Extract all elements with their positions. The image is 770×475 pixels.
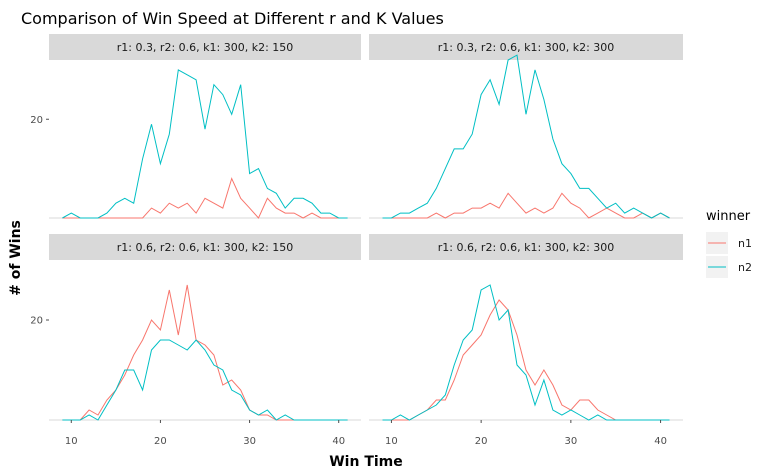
- facet-strip-label: r1: 0.6, r2: 0.6, k1: 300, k2: 150: [117, 241, 294, 254]
- facet-strip-label: r1: 0.6, r2: 0.6, k1: 300, k2: 300: [438, 241, 615, 254]
- chart-title: Comparison of Win Speed at Different r a…: [21, 9, 444, 28]
- x-tick-label: 30: [564, 436, 577, 447]
- series-line-n2: [62, 339, 348, 421]
- x-tick-label: 20: [475, 436, 488, 447]
- x-tick-label: 20: [154, 436, 167, 447]
- x-tick-label: 40: [332, 436, 345, 447]
- series-line-n1: [382, 192, 670, 219]
- facet-strip: [49, 234, 361, 260]
- x-axis-title: Win Time: [329, 454, 403, 470]
- facet-strip-label: r1: 0.3, r2: 0.6, k1: 300, k2: 150: [117, 41, 294, 54]
- legend-entry-n2: n2: [706, 256, 752, 278]
- series-line-n2: [382, 54, 670, 219]
- legend: winner n1 n2: [706, 209, 752, 278]
- series-line-n1: [62, 177, 339, 219]
- series-line-n1: [382, 299, 670, 421]
- series-line-n2: [382, 284, 670, 421]
- y-tick-label: 20: [30, 316, 43, 327]
- facet-strip: [49, 34, 361, 60]
- facet-panels: r1: 0.3, r2: 0.6, k1: 300, k2: 15020r1: …: [30, 34, 683, 447]
- facet-panel-4: r1: 0.6, r2: 0.6, k1: 300, k2: 300 10 20 30…: [369, 234, 683, 447]
- y-tick-label: 20: [30, 115, 43, 126]
- legend-entry-n1: n1: [706, 232, 752, 254]
- series-line-n2: [62, 69, 348, 219]
- series-line-n1: [62, 284, 348, 421]
- legend-label: n2: [738, 261, 752, 274]
- x-tick-label: 10: [385, 436, 398, 447]
- facet-strip-label: r1: 0.3, r2: 0.6, k1: 300, k2: 300: [438, 41, 615, 54]
- facet-strip: [369, 34, 683, 60]
- x-tick-label: 10: [65, 436, 78, 447]
- x-tick-label: 40: [654, 436, 667, 447]
- facet-panel-1: r1: 0.3, r2: 0.6, k1: 300, k2: 150 20: [30, 34, 361, 219]
- facet-panel-3: r1: 0.6, r2: 0.6, k1: 300, k2: 150 20 10 20…: [30, 234, 361, 447]
- y-axis-title: # of Wins: [8, 220, 24, 296]
- facet-panel-2: r1: 0.3, r2: 0.6, k1: 300, k2: 300: [369, 34, 683, 219]
- facet-strip: [369, 234, 683, 260]
- x-tick-label: 30: [243, 436, 256, 447]
- legend-title: winner: [706, 209, 751, 224]
- legend-label: n1: [738, 237, 752, 250]
